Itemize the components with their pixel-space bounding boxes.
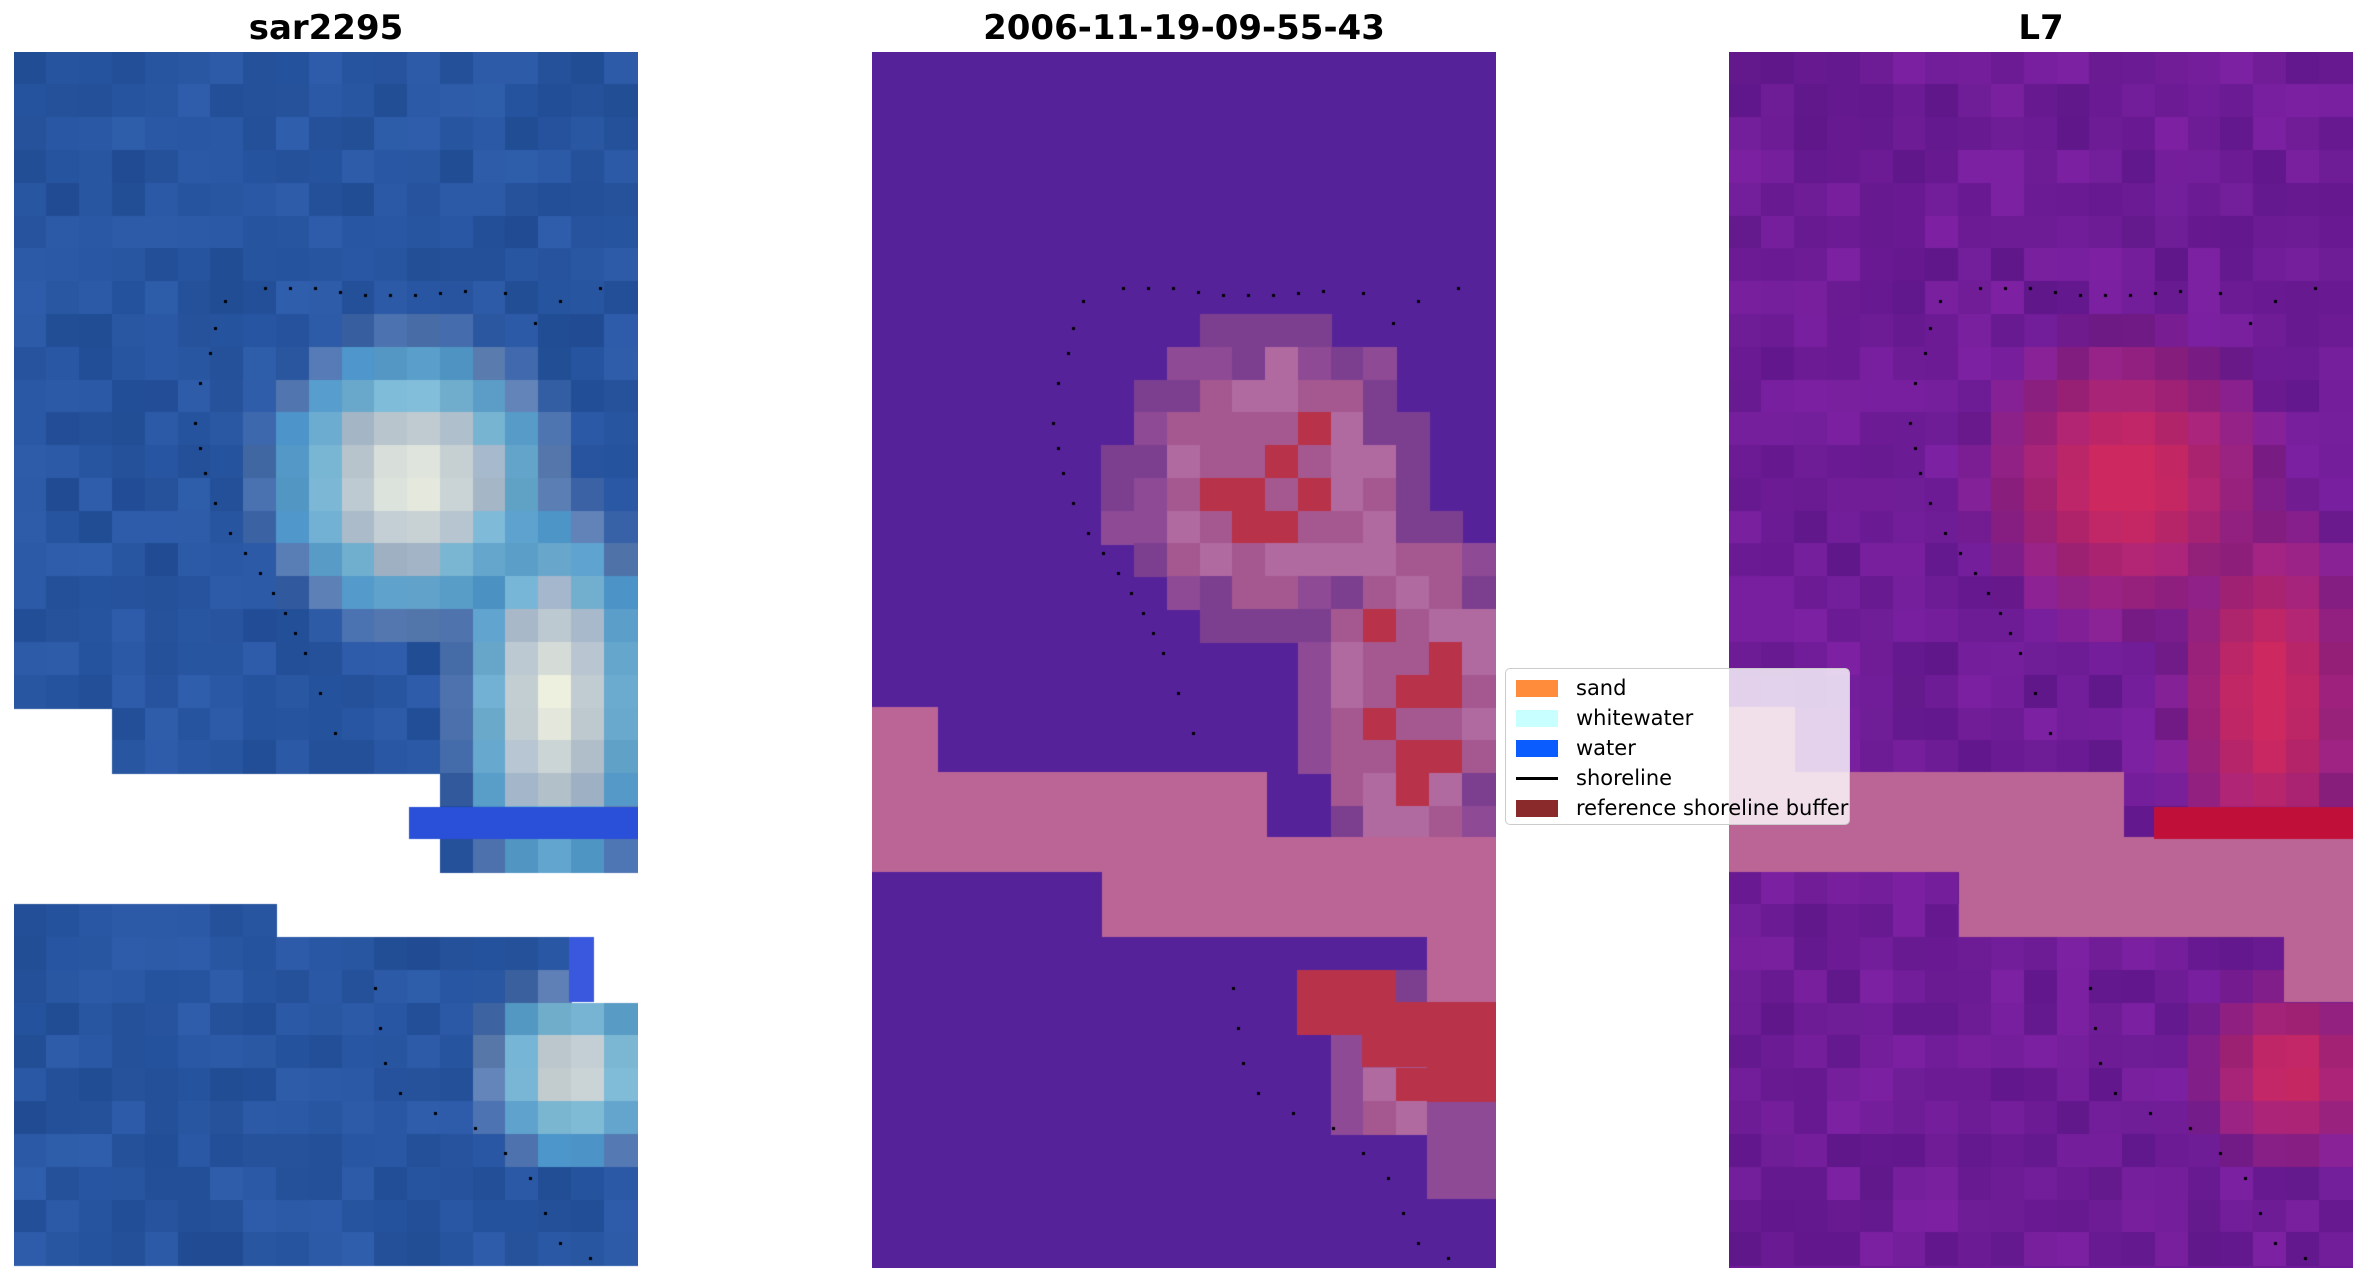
- legend: sand whitewater water shoreline referenc…: [1505, 668, 1850, 825]
- legend-swatch-water: [1516, 739, 1558, 757]
- legend-label: water: [1576, 736, 1636, 760]
- legend-item-whitewater: whitewater: [1516, 703, 1693, 733]
- legend-label: sand: [1576, 676, 1627, 700]
- legend-label: whitewater: [1576, 706, 1694, 730]
- l7-index-image: [1729, 52, 2353, 1268]
- classified-image: [872, 52, 1496, 1268]
- legend-label: reference shoreline buffer: [1576, 796, 1849, 820]
- legend-swatch-reference-buffer: [1516, 799, 1558, 817]
- rgb-satellite-image: [14, 52, 638, 1268]
- legend-swatch-whitewater: [1516, 709, 1558, 727]
- legend-item-sand: sand: [1516, 673, 1626, 703]
- legend-swatch-sand: [1516, 679, 1558, 697]
- panel-title-rgb: sar2295: [248, 8, 404, 48]
- legend-label: shoreline: [1576, 766, 1673, 790]
- legend-item-shoreline: shoreline: [1516, 763, 1672, 793]
- panel-title-ndwi: L7: [2018, 8, 2064, 48]
- panel-title-classified: 2006-11-19-09-55-43: [983, 8, 1385, 48]
- legend-item-reference-buffer: reference shoreline buffer: [1516, 793, 1848, 823]
- legend-item-water: water: [1516, 733, 1636, 763]
- legend-line-shoreline: [1516, 776, 1558, 780]
